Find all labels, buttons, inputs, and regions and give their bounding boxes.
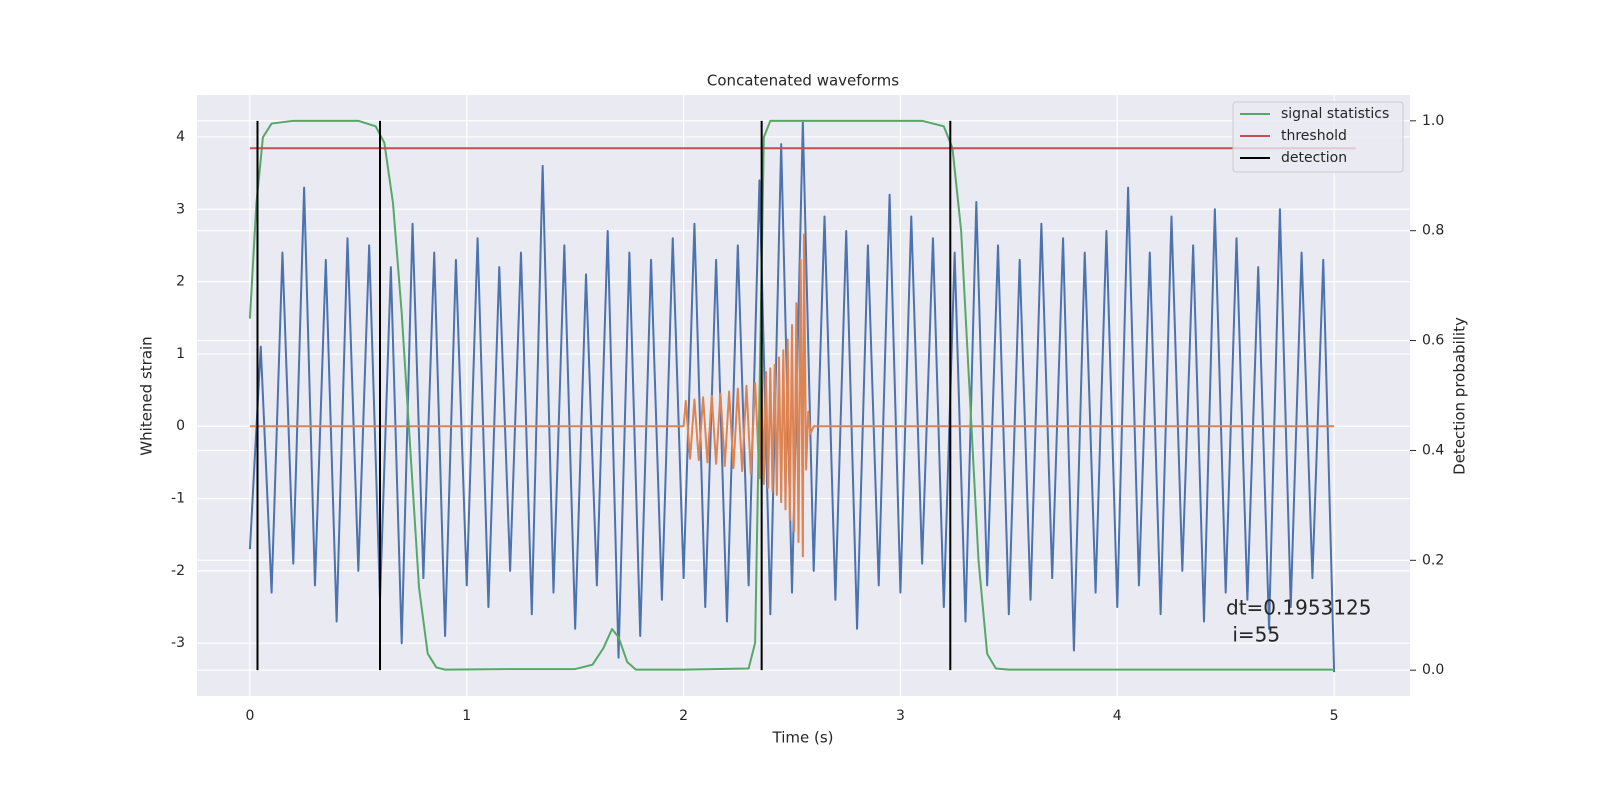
x-tick-label: 5	[1330, 708, 1339, 724]
annotation: i=55	[1226, 623, 1280, 647]
series-line	[248, 119, 1335, 671]
x-tick-label: 0	[245, 708, 254, 724]
annotation: dt=0.1953125	[1226, 596, 1371, 620]
y2-tick-label: 0.2	[1422, 552, 1444, 568]
x-axis-label: Time (s)	[772, 729, 834, 747]
series-line	[249, 233, 1335, 558]
x-tick-label: 1	[462, 708, 471, 724]
y2-tick-label: 0.6	[1422, 333, 1444, 349]
legend-label: threshold	[1281, 128, 1347, 144]
y2-axis-label: Detection probability	[1451, 317, 1469, 475]
y2-tick-label: 0.0	[1422, 662, 1444, 678]
y-tick-label: 0	[176, 418, 185, 434]
y-axis-label: Whitened strain	[138, 336, 156, 455]
y-tick-label: -3	[171, 635, 185, 651]
chart-title: Concatenated waveforms	[707, 72, 899, 90]
legend-label: detection	[1281, 150, 1347, 166]
y-tick-label: -2	[171, 563, 185, 579]
x-tick-label: 2	[679, 708, 688, 724]
y2-tick-label: 0.4	[1422, 442, 1444, 458]
y-tick-label: 2	[176, 274, 185, 290]
series-line	[248, 121, 1336, 673]
x-tick-label: 3	[896, 708, 905, 724]
x-tick-label: 4	[1113, 708, 1122, 724]
y-tick-label: 1	[176, 346, 185, 362]
legend-label: signal statistics	[1281, 106, 1389, 122]
y2-tick-label: 1.0	[1422, 113, 1444, 129]
y2-tick-label: 0.8	[1422, 223, 1444, 239]
marks	[248, 119, 1356, 673]
y-tick-label: 4	[176, 129, 185, 145]
y-tick-label: -1	[171, 491, 185, 507]
y-tick-label: 3	[176, 201, 185, 217]
legend-box	[1232, 101, 1404, 173]
